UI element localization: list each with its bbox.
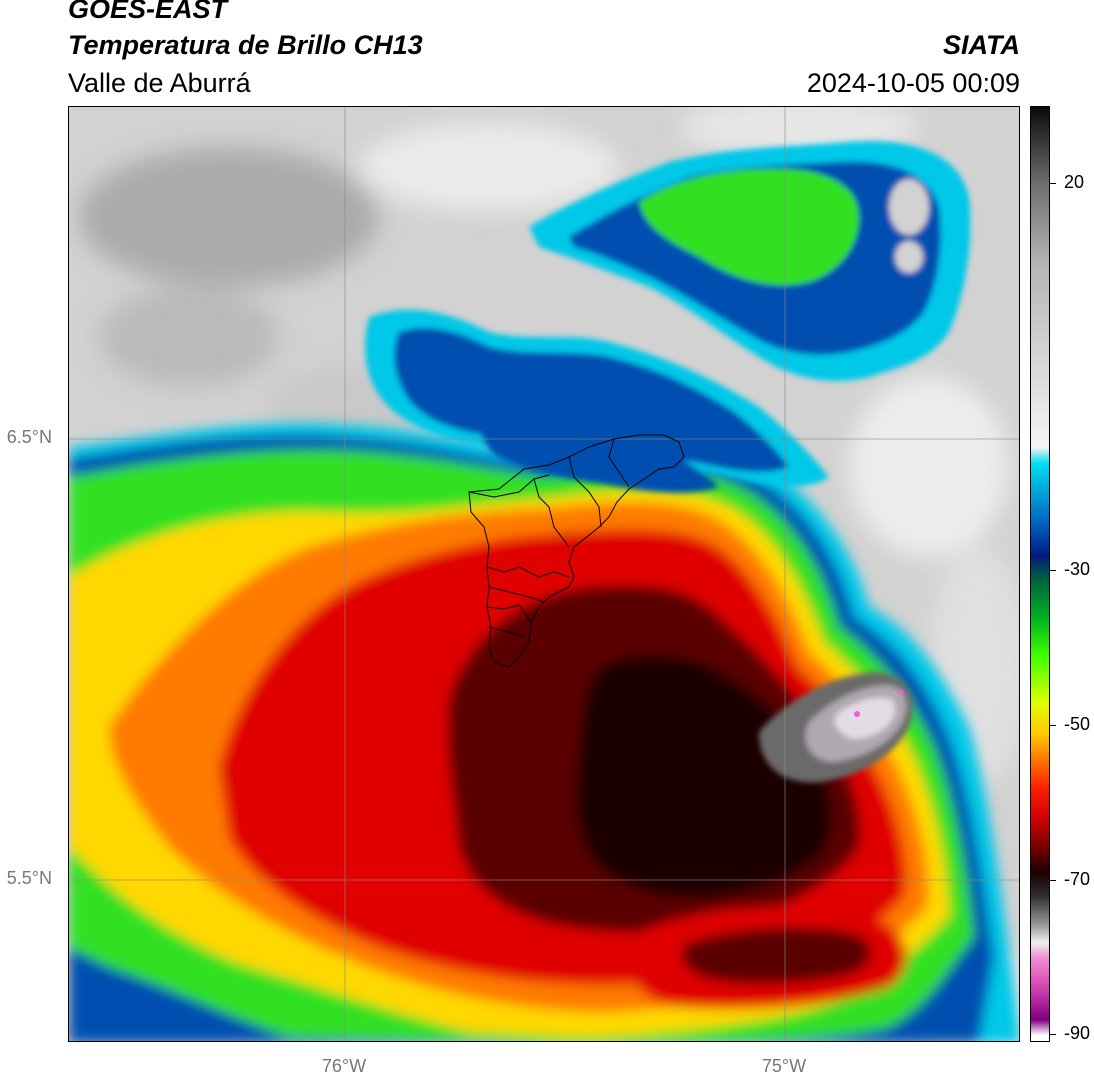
colorbar-tick-minus-70 — [1050, 879, 1056, 881]
colorbar-label-minus-50: -50 — [1064, 713, 1091, 734]
lon-label-75w: 75°W — [761, 1056, 807, 1076]
region-name: Valle de Aburrá — [68, 68, 251, 98]
colorbar-gradient — [1031, 107, 1049, 1041]
lat-label-6-5: 6.5°N — [6, 427, 52, 447]
municipal-boundaries — [468, 434, 685, 668]
organization-name: SIATA — [943, 30, 1020, 60]
temperature-colorbar — [1030, 106, 1050, 1042]
coldest-pixel-1 — [854, 711, 860, 717]
image-timestamp: 2024-10-05 00:09 — [806, 68, 1020, 98]
colorbar-label-20: 20 — [1064, 172, 1085, 193]
satellite-map[interactable] — [68, 106, 1020, 1042]
graticule — [69, 107, 1019, 1041]
colorbar-tick-minus-90 — [1050, 1034, 1056, 1036]
lat-label-5-5: 5.5°N — [6, 868, 52, 888]
colorbar-tick-20 — [1050, 183, 1056, 185]
product-subtitle: Temperatura de Brillo CH13 — [68, 30, 423, 60]
brightness-temperature-field — [69, 107, 1019, 1041]
colorbar-label-minus-70: -70 — [1064, 868, 1091, 889]
product-title: GOES-EAST — [68, 0, 228, 24]
lon-label-76w: 76°W — [321, 1056, 367, 1076]
overshooting-top — [759, 672, 913, 783]
colorbar-tick-minus-50 — [1050, 724, 1056, 726]
colorbar-tick-minus-30 — [1050, 570, 1056, 572]
northern-cloud-bands — [365, 141, 971, 493]
coldest-pixel-2 — [898, 689, 904, 695]
colorbar-label-minus-30: -30 — [1064, 559, 1091, 580]
colorbar-label-minus-90: -90 — [1064, 1023, 1091, 1044]
convective-system — [69, 423, 1019, 1041]
